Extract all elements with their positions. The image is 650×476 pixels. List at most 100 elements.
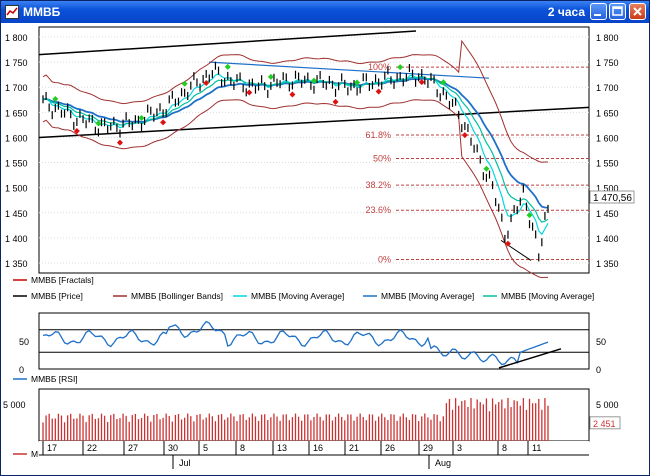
fractal-up-marker [310, 77, 317, 84]
price-y-tick-right: 1 350 [596, 259, 619, 269]
x-axis-day-label: 21 [349, 443, 359, 453]
fibonacci-level-label: 38.2% [365, 180, 391, 190]
legend-label: ММВБ [Price] [31, 291, 83, 301]
x-axis-area [39, 441, 589, 475]
fibonacci-level-label: 50% [373, 154, 391, 164]
price-y-tick-right: 1 800 [596, 33, 619, 43]
price-plot-frame [38, 26, 590, 274]
fractal-down-marker [73, 127, 80, 134]
rsi-trend-line [498, 348, 562, 369]
x-axis-day-label: 17 [47, 443, 57, 453]
fibonacci-level-label: 23.6% [365, 205, 391, 215]
price-y-tick-right: 1 650 [596, 108, 619, 118]
price-y-tick-left: 1 650 [5, 108, 28, 118]
price-y-tick-left: 1 550 [5, 159, 28, 169]
fractal-up-marker [138, 114, 145, 121]
fractal-up-marker [397, 64, 404, 71]
price-y-tick-left: 1 600 [5, 133, 28, 143]
close-icon [633, 7, 642, 16]
chart-area[interactable]: 1 800 1 750 1 700 1 650 1 600 1 550 1 500 1 450… [1, 23, 649, 475]
close-button[interactable] [629, 3, 646, 20]
x-axis-day-label: 5 [203, 443, 208, 453]
fractal-down-marker [160, 119, 167, 126]
moving-average-line-slow [42, 77, 549, 209]
x-axis-day-label: 26 [385, 443, 395, 453]
last-price-label: 1 470,56 [593, 193, 632, 204]
fractal-down-marker [461, 132, 468, 139]
x-axis-day-label: 8 [240, 443, 245, 453]
price-y-tick-left: 1 750 [5, 58, 28, 68]
rsi-y-tick-right: 0 [596, 365, 601, 375]
resistance-line [208, 61, 490, 79]
x-axis-day-label: 22 [87, 443, 97, 453]
rsi-legend-label: ММВБ [RSI] [31, 374, 78, 384]
bollinger-lower-band [42, 99, 548, 279]
last-volume-box [589, 416, 621, 430]
title-bar[interactable]: ММВБ 2 часа [1, 1, 649, 23]
chart-app-icon [5, 5, 19, 19]
rsi-line [42, 320, 549, 366]
fractal-up-marker [181, 80, 188, 87]
fractal-down-marker [116, 139, 123, 146]
fractal-down-marker [418, 79, 425, 86]
x-axis-month-label: Aug [435, 458, 451, 468]
legend-label: ММВБ [Moving Average] [501, 291, 594, 301]
legend-label: ММВБ [Fractals] [31, 275, 94, 285]
lower-trend-line [38, 106, 590, 139]
fractal-down-marker [332, 98, 339, 105]
price-y-tick-left: 1 400 [5, 234, 28, 244]
price-y-tick-left: 1 350 [5, 259, 28, 269]
fractal-up-marker [267, 73, 274, 80]
volume-y-tick-left: 5 000 [3, 400, 26, 410]
x-axis-day-label: 30 [168, 443, 178, 453]
price-y-tick-right: 1 550 [596, 159, 619, 169]
last-price-box [589, 190, 635, 204]
maximize-icon [612, 6, 623, 16]
fibonacci-level-label: 100% [368, 62, 391, 72]
fractal-up-marker [483, 165, 490, 172]
price-y-tick-right: 1 400 [596, 234, 619, 244]
x-axis-day-label: 29 [423, 443, 433, 453]
x-axis-day-label: 8 [502, 443, 507, 453]
price-y-tick-right: 1 750 [596, 58, 619, 68]
x-axis-day-label: 3 [457, 443, 462, 453]
minimize-icon [594, 14, 601, 16]
fractal-up-marker [52, 96, 59, 103]
fibonacci-level-label: 61.8% [365, 130, 391, 140]
fractal-down-marker [203, 79, 210, 86]
fractal-up-marker [224, 63, 231, 70]
legend-label: ММВБ [Bollinger Bands] [131, 291, 223, 301]
last-volume-label: 2 451 [593, 419, 616, 429]
x-axis-day-label: 13 [277, 443, 287, 453]
fractal-down-marker [289, 91, 296, 98]
x-axis-day-label: 27 [128, 443, 138, 453]
price-y-tick-left: 1 450 [5, 209, 28, 219]
legend-label: ММВБ [Moving Average] [251, 291, 344, 301]
maximize-button[interactable] [609, 3, 626, 20]
price-y-tick-right: 1 600 [596, 133, 619, 143]
legend-label: ММВБ [Moving Average] [381, 291, 474, 301]
window-title: ММВБ [23, 5, 61, 19]
fractal-down-marker [246, 89, 253, 96]
price-y-tick-left: 1 700 [5, 83, 28, 93]
price-y-tick-right: 1 500 [596, 184, 619, 194]
moving-average-line-mid [42, 76, 549, 223]
price-y-tick-left: 1 800 [5, 33, 28, 43]
fractal-up-marker [354, 79, 361, 86]
fibonacci-level-label: 0% [378, 254, 391, 264]
rsi-plot-frame [38, 312, 590, 370]
x-axis-month-label: Jul [179, 458, 191, 468]
rsi-y-tick-left: 50 [19, 337, 29, 347]
minimize-button[interactable] [590, 3, 607, 20]
fractal-down-marker [375, 88, 382, 95]
rsi-y-tick-left: 0 [19, 365, 24, 375]
fractal-up-marker [95, 120, 102, 127]
rsi-y-tick-right: 50 [596, 337, 606, 347]
x-axis-day-label: 16 [313, 443, 323, 453]
x-axis-day-label: 11 [532, 443, 541, 453]
volume-y-tick-right: 5 000 [596, 400, 619, 410]
fractal-up-marker [526, 212, 533, 219]
fractal-up-marker [440, 79, 447, 86]
fractal-down-marker [504, 240, 511, 247]
